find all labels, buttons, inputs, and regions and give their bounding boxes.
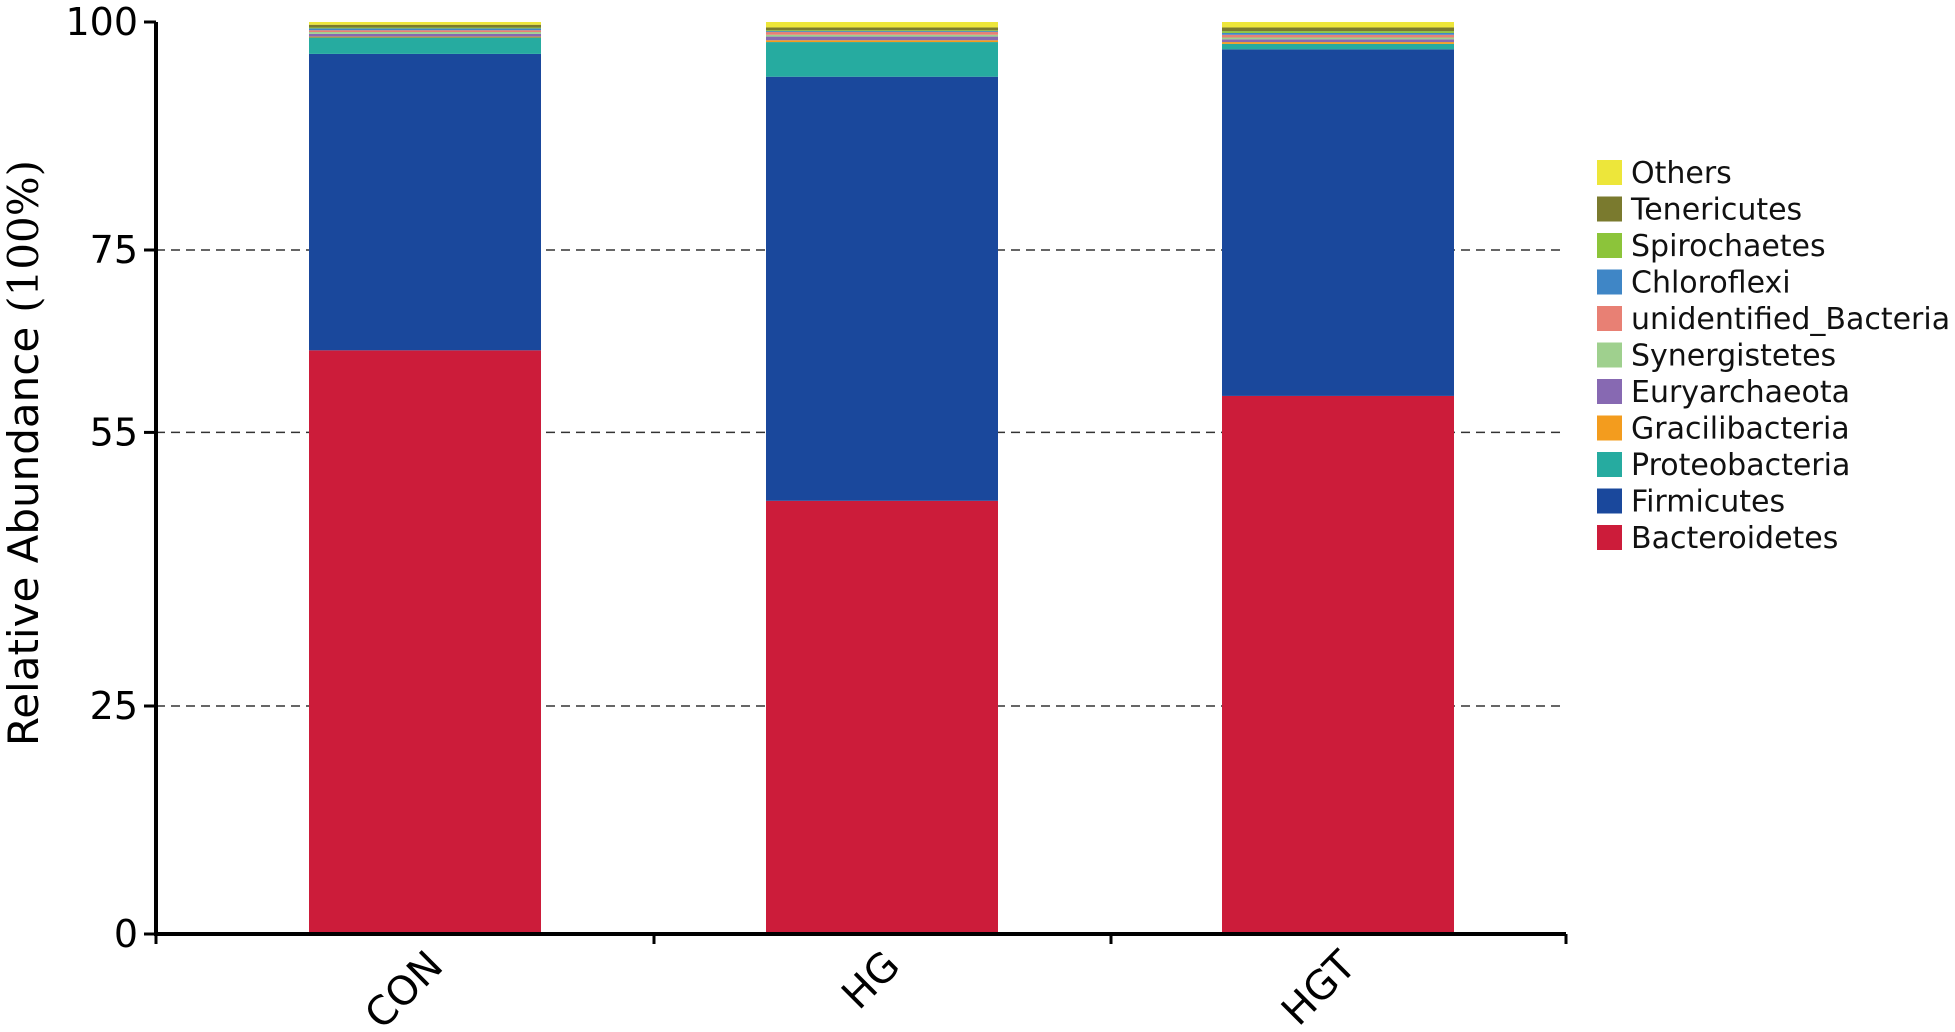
legend-swatch-synergistetes	[1597, 342, 1622, 368]
bar-segment-hg-gracilibacteria	[766, 40, 998, 43]
legend-item-gracilibacteria: Gracilibacteria	[1597, 412, 1850, 447]
x-tick-label-hg: HG	[833, 943, 909, 1019]
bar-segment-hgt-firmicutes	[1222, 49, 1454, 396]
bar-stack-hgt	[1222, 22, 1454, 934]
y-axis-title: Relative Abundance (100%)	[0, 160, 48, 746]
bar-segment-hgt-gracilibacteria	[1222, 42, 1454, 44]
legend-label-tenericutes: Tenericutes	[1630, 193, 1802, 228]
legend-swatch-spirochaetes	[1597, 233, 1622, 258]
bar-segment-con-others	[309, 22, 541, 25]
bar-segment-con-tenericutes	[309, 24, 541, 28]
y-axis-title-unit: (100%)	[0, 160, 48, 313]
bar-segment-con-chloroflexi	[309, 28, 541, 31]
bar-segment-con-spirochaetes	[309, 27, 541, 29]
bar-segment-con-euryarchaeota	[309, 33, 541, 37]
legend-label-euryarchaeota: Euryarchaeota	[1631, 375, 1850, 410]
bar-segment-hg-tenericutes	[766, 27, 998, 31]
legend-item-synergistetes: Synergistetes	[1597, 339, 1836, 374]
bar-segment-hgt-bacteroidetes	[1222, 395, 1454, 934]
legend-label-gracilibacteria: Gracilibacteria	[1631, 412, 1850, 447]
legend-item-chloroflexi: Chloroflexi	[1597, 266, 1791, 301]
bar-segment-hgt-others	[1222, 22, 1454, 28]
bar-segment-hg-chloroflexi	[766, 31, 998, 33]
legend-swatch-proteobacteria	[1597, 452, 1622, 477]
legend: OthersTenericutesSpirochaetesChloroflexi…	[1597, 156, 1950, 556]
bar-segment-hg-others	[766, 22, 998, 28]
legend-label-firmicutes: Firmicutes	[1631, 485, 1785, 520]
bar-segment-hgt-euryarchaeota	[1222, 39, 1454, 43]
bar-segment-hg-firmicutes	[766, 76, 998, 501]
bar-segment-hgt-spirochaetes	[1222, 31, 1454, 33]
legend-label-bacteroidetes: Bacteroidetes	[1631, 521, 1838, 556]
legend-swatch-firmicutes	[1597, 488, 1622, 514]
bar-stack-con	[309, 22, 541, 934]
y-tick-label-0: 0	[114, 912, 138, 956]
bar-segment-hg-euryarchaeota	[766, 36, 998, 41]
legend-label-spirochaetes: Spirochaetes	[1631, 229, 1826, 264]
x-ticks: CON HG HGT	[154, 934, 1568, 1032]
legend-swatch-gracilibacteria	[1597, 415, 1622, 441]
legend-label-chloroflexi: Chloroflexi	[1631, 266, 1791, 301]
bar-segment-con-gracilibacteria	[309, 36, 541, 38]
legend-label-unidentified-bacteria: unidentified_Bacteria	[1631, 302, 1950, 337]
legend-item-unidentified-bacteria: unidentified_Bacteria	[1597, 302, 1950, 337]
legend-swatch-unidentified-bacteria	[1597, 306, 1622, 331]
bar-segment-hgt-proteobacteria	[1222, 43, 1454, 50]
legend-item-euryarchaeota: Euryarchaeota	[1597, 375, 1850, 410]
legend-swatch-tenericutes	[1597, 196, 1622, 222]
bar-segment-hg-unidentified-bacteria	[766, 32, 998, 35]
y-tick-label-55: 55	[90, 410, 138, 454]
bars	[309, 22, 1454, 934]
y-tick-label-25: 25	[90, 684, 138, 728]
bar-segment-hg-synergistetes	[766, 34, 998, 37]
legend-swatch-others	[1597, 160, 1622, 185]
legend-swatch-euryarchaeota	[1597, 379, 1622, 404]
y-axis-title-main: Relative Abundance	[0, 327, 48, 746]
legend-label-proteobacteria: Proteobacteria	[1631, 448, 1850, 483]
y-tick-label-75: 75	[90, 228, 138, 272]
legend-item-proteobacteria: Proteobacteria	[1597, 448, 1850, 483]
bar-segment-con-bacteroidetes	[309, 350, 541, 934]
legend-swatch-chloroflexi	[1597, 269, 1622, 295]
bar-segment-hgt-unidentified-bacteria	[1222, 34, 1454, 38]
y-ticks: 0 25 55 75 100	[65, 0, 156, 956]
legend-label-synergistetes: Synergistetes	[1631, 339, 1836, 374]
legend-item-tenericutes: Tenericutes	[1597, 193, 1802, 228]
bar-segment-con-firmicutes	[309, 53, 541, 351]
axes	[154, 22, 1566, 936]
bar-segment-hg-bacteroidetes	[766, 500, 998, 934]
legend-swatch-bacteroidetes	[1597, 525, 1622, 550]
bar-segment-con-unidentified-bacteria	[309, 30, 541, 33]
x-tick-label-con: CON	[356, 943, 452, 1032]
legend-item-firmicutes: Firmicutes	[1597, 485, 1785, 520]
bar-segment-hg-spirochaetes	[766, 30, 998, 32]
bar-segment-hgt-synergistetes	[1222, 37, 1454, 40]
bar-segment-hgt-chloroflexi	[1222, 32, 1454, 35]
bar-segment-hgt-tenericutes	[1222, 27, 1454, 32]
y-tick-label-100: 100	[65, 0, 138, 44]
legend-item-others: Others	[1597, 156, 1732, 191]
legend-label-others: Others	[1631, 156, 1732, 191]
bar-segment-con-proteobacteria	[309, 37, 541, 54]
legend-item-spirochaetes: Spirochaetes	[1597, 229, 1826, 264]
bar-segment-hg-proteobacteria	[766, 42, 998, 77]
bar-stack-hg	[766, 22, 998, 934]
x-tick-label-hgt: HGT	[1273, 942, 1365, 1032]
bar-segment-con-synergistetes	[309, 32, 541, 34]
legend-item-bacteroidetes: Bacteroidetes	[1597, 521, 1838, 556]
